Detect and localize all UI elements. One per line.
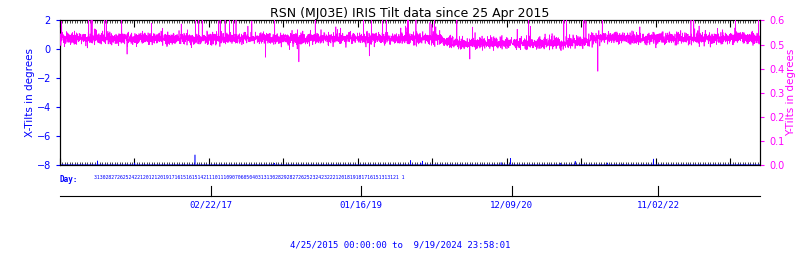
Text: 01/16/19: 01/16/19 (339, 201, 382, 210)
Text: 31302827262524221201212019171615161514211101110907060504031313028292827262523242: 3130282726252422120121201917161516151421… (94, 175, 405, 180)
Text: Day:: Day: (60, 175, 78, 184)
Text: 12/09/20: 12/09/20 (490, 201, 533, 210)
Y-axis label: X-Tilts in degrees: X-Tilts in degrees (26, 48, 35, 137)
Title: RSN (MJ03E) IRIS Tilt data since 25 Apr 2015: RSN (MJ03E) IRIS Tilt data since 25 Apr … (270, 7, 550, 20)
Text: 4/25/2015 00:00:00 to  9/19/2024 23:58:01: 4/25/2015 00:00:00 to 9/19/2024 23:58:01 (290, 241, 510, 250)
Y-axis label: Y-Tilts in degrees: Y-Tilts in degrees (786, 49, 796, 136)
Text: 02/22/17: 02/22/17 (189, 201, 232, 210)
Text: 11/02/22: 11/02/22 (637, 201, 680, 210)
